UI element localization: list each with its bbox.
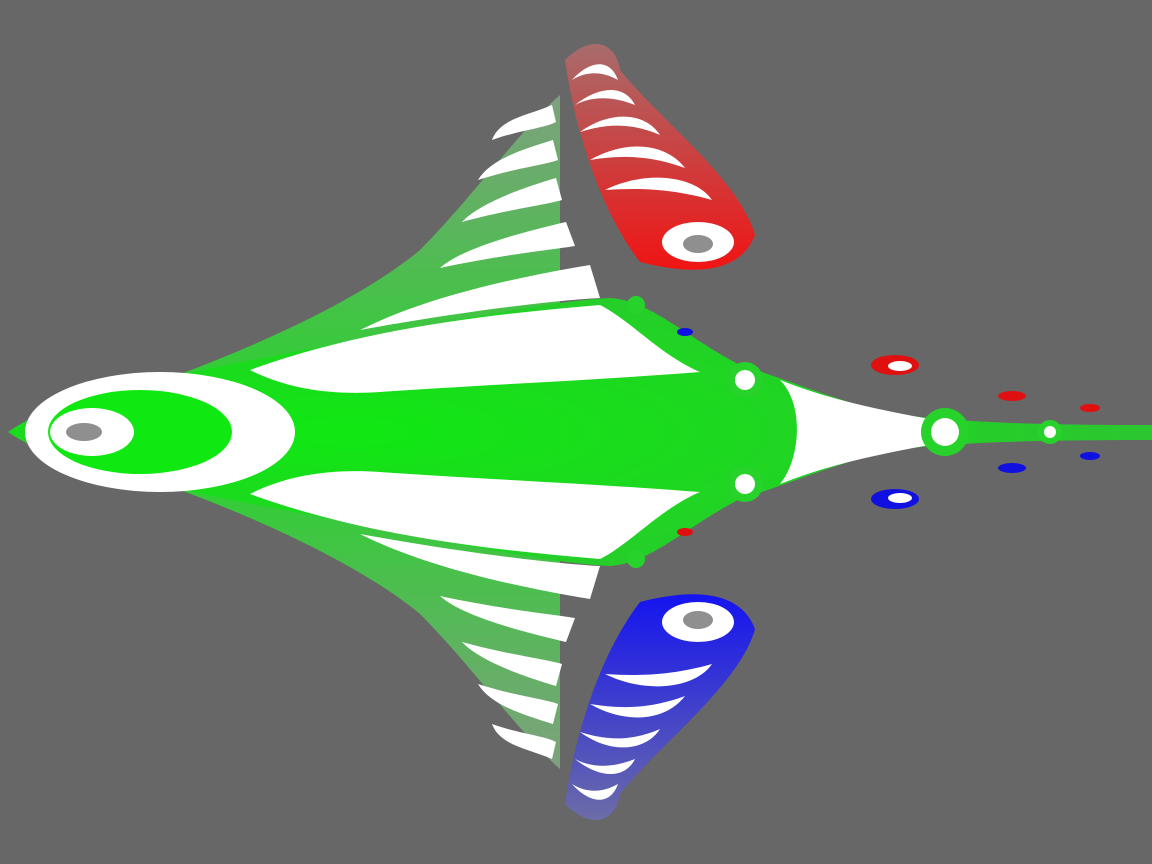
lower-fin	[150, 479, 600, 769]
main-body	[8, 296, 1152, 568]
satellite-pods	[677, 328, 1100, 536]
red-pod	[565, 43, 755, 270]
blue-pod	[565, 594, 755, 821]
upper-fin	[150, 95, 600, 385]
